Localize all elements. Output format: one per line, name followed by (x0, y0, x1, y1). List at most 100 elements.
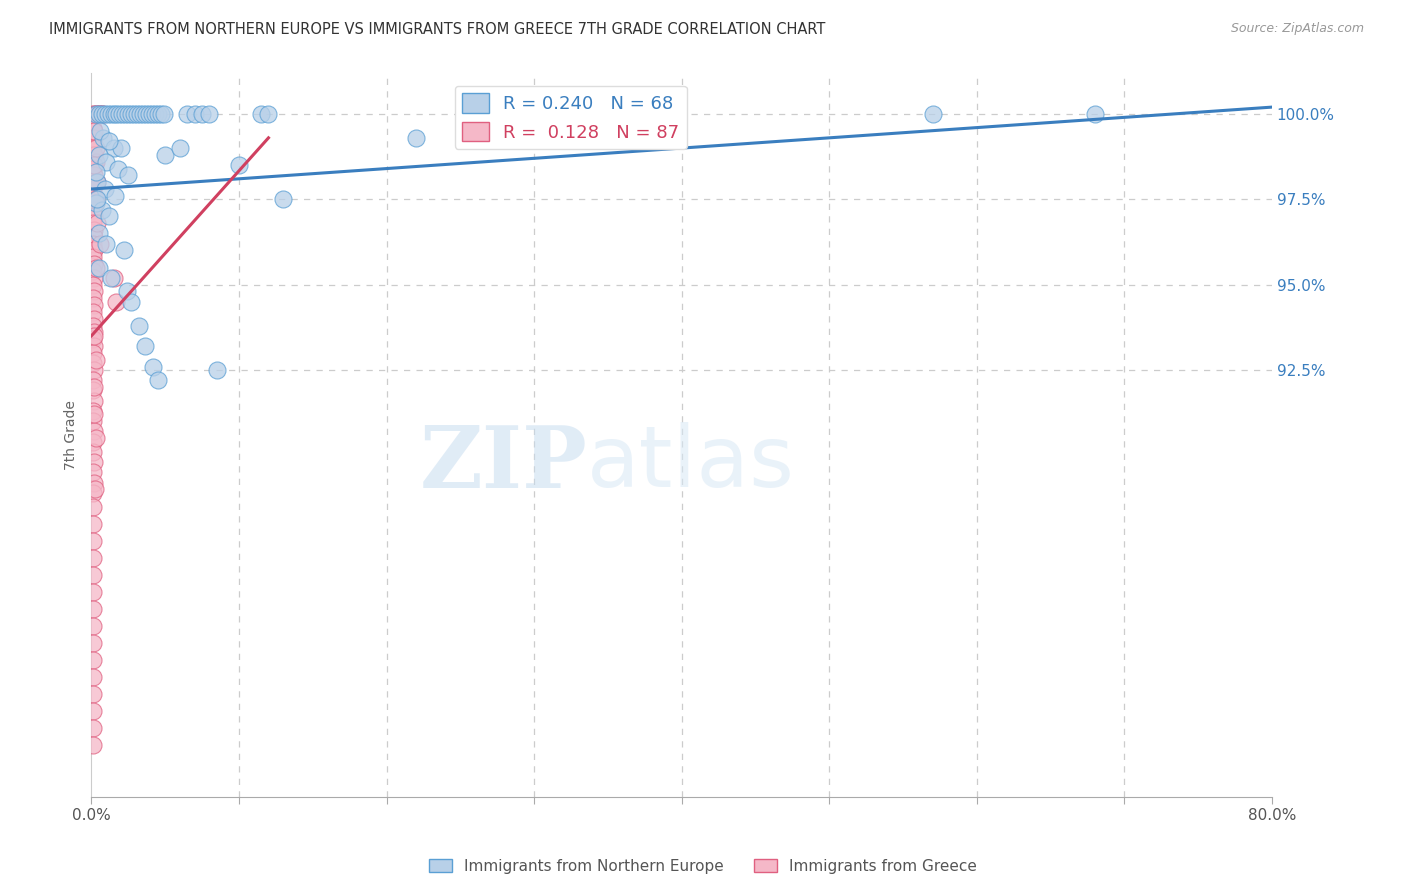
Point (83, 223, 105, 237)
Point (84, 165, 107, 179)
Point (82, 202, 104, 217)
Point (93, 107, 115, 121)
Point (86, 175, 108, 189)
Point (84, 141, 107, 155)
Point (152, 107, 174, 121)
Point (655, 107, 678, 121)
Point (153, 148, 176, 162)
Legend: Immigrants from Northern Europe, Immigrants from Greece: Immigrants from Northern Europe, Immigra… (423, 853, 983, 880)
Point (117, 169, 139, 183)
Point (83, 339, 105, 353)
Point (82, 653, 104, 667)
Point (83, 244, 105, 258)
Point (82, 434, 104, 449)
Y-axis label: 7th Grade: 7th Grade (65, 400, 79, 470)
Point (82, 722, 104, 736)
Point (82, 670, 104, 684)
Point (82, 466, 104, 480)
Point (143, 107, 166, 121)
Point (82, 291, 104, 305)
Point (82, 161, 104, 176)
Text: ZIP: ZIP (419, 422, 588, 506)
Point (82, 264, 104, 278)
Point (82, 619, 104, 633)
Point (1084, 107, 1107, 121)
Point (82, 356, 104, 370)
Point (83, 408, 105, 422)
Point (84, 195, 107, 210)
Point (132, 107, 155, 121)
Point (205, 363, 228, 377)
Point (83, 298, 105, 312)
Point (122, 107, 145, 121)
Point (98, 134, 121, 148)
Point (83, 107, 105, 121)
Point (82, 384, 104, 398)
Point (87, 107, 110, 121)
Point (82, 404, 104, 418)
Point (921, 107, 943, 121)
Point (83, 363, 105, 377)
Point (89, 107, 111, 121)
Point (82, 739, 104, 753)
Point (198, 107, 221, 121)
Point (82, 120, 104, 135)
Point (83, 311, 105, 326)
Point (83, 230, 105, 244)
Point (120, 107, 142, 121)
Point (86, 216, 108, 230)
Point (83, 455, 105, 469)
Point (83, 210, 105, 224)
Point (84, 175, 107, 189)
Point (96, 236, 118, 251)
Point (228, 158, 250, 172)
Point (86, 175, 108, 189)
Point (83, 189, 105, 203)
Point (84, 431, 107, 445)
Point (84, 107, 107, 121)
Point (120, 294, 142, 309)
Point (96, 154, 118, 169)
Point (176, 107, 198, 121)
Point (117, 107, 139, 121)
Point (138, 107, 160, 121)
Point (103, 107, 125, 121)
Point (84, 192, 107, 206)
Point (105, 294, 128, 309)
Point (82, 533, 104, 548)
Point (104, 189, 127, 203)
Point (84, 483, 107, 497)
Point (82, 550, 104, 565)
Point (103, 141, 125, 155)
Point (115, 285, 138, 299)
Point (100, 270, 122, 285)
Point (90, 107, 112, 121)
Point (82, 500, 104, 514)
Point (149, 107, 172, 121)
Text: IMMIGRANTS FROM NORTHERN EUROPE VS IMMIGRANTS FROM GREECE 7TH GRADE CORRELATION : IMMIGRANTS FROM NORTHERN EUROPE VS IMMIG… (49, 22, 825, 37)
Point (82, 445, 104, 459)
Point (82, 687, 104, 701)
Point (84, 154, 107, 169)
Point (98, 210, 121, 224)
Point (108, 107, 131, 121)
Point (82, 332, 104, 346)
Point (82, 373, 104, 387)
Point (82, 182, 104, 196)
Point (141, 107, 163, 121)
Point (82, 216, 104, 230)
Point (82, 602, 104, 616)
Point (134, 339, 156, 353)
Point (114, 107, 136, 121)
Point (87, 227, 110, 241)
Point (87, 260, 110, 275)
Point (86, 107, 108, 121)
Point (103, 270, 125, 285)
Point (107, 161, 129, 176)
Text: atlas: atlas (588, 422, 796, 505)
Point (127, 107, 149, 121)
Point (129, 107, 152, 121)
Point (83, 131, 105, 145)
Point (135, 107, 157, 121)
Text: Source: ZipAtlas.com: Source: ZipAtlas.com (1230, 22, 1364, 36)
